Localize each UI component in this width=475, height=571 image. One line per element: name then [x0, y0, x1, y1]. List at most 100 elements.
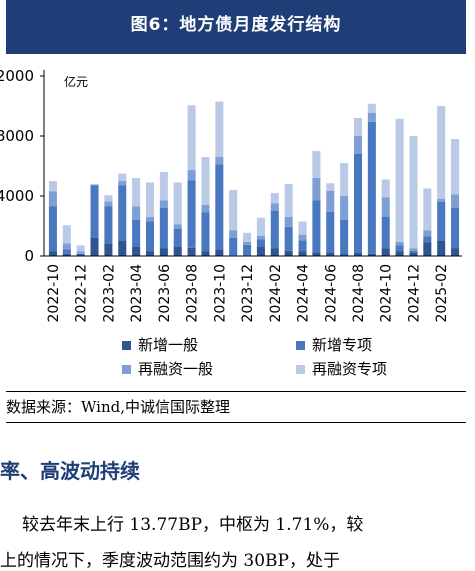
bar-2024-03-series-2 — [284, 217, 293, 227]
bar-2024-12-series-0 — [409, 253, 418, 256]
bar-2022-12-series-3 — [76, 245, 85, 252]
bar-2023-05-series-2 — [145, 217, 155, 222]
stacked-bar-chart: 0 4000 8000 12000 亿元 2022-10 2022-12 2023-02 202… — [0, 67, 462, 378]
bar-2024-05-series-2 — [312, 178, 321, 201]
y-tick-label: 12000 — [0, 67, 34, 85]
bar-2024-02-series-0 — [270, 248, 279, 256]
bar-2023-12-series-2 — [243, 241, 252, 245]
bar-2022-11-series-3 — [62, 225, 71, 244]
body-paragraph-line-1: 较去年末上行 13.77BP，中枢为 1.71%，较 — [22, 515, 364, 535]
x-tick-label: 2024-02 — [268, 264, 284, 323]
bar-2024-05-series-3 — [312, 151, 321, 178]
bar-2023-03-series-0 — [118, 241, 127, 256]
x-tick-label: 2023-12 — [240, 264, 256, 323]
bar-2023-06-series-2 — [159, 200, 168, 208]
x-tick-label: 2024-10 — [379, 264, 395, 323]
bar-2024-07-series-2 — [340, 196, 349, 220]
x-tick-label: 2023-02 — [101, 264, 117, 323]
bar-2024-11-series-1 — [395, 245, 404, 252]
bar-2023-05-series-0 — [145, 251, 155, 256]
bar-2024-05-series-0 — [312, 253, 321, 256]
bar-2023-09-series-2 — [201, 205, 210, 213]
bar-2023-08-series-3 — [187, 105, 196, 170]
bar-2023-03-series-2 — [118, 181, 127, 186]
bar-2023-08-series-2 — [187, 169, 196, 181]
bar-2023-08-series-1 — [187, 180, 196, 248]
legend-swatch — [122, 341, 131, 350]
bar-2024-09-series-3 — [367, 103, 376, 113]
x-tick-label: 2023-04 — [129, 264, 145, 323]
bar-2022-10-series-2 — [48, 191, 57, 207]
bar-2022-12-series-0 — [76, 254, 85, 256]
legend-label: 再融资一般 — [138, 360, 213, 378]
bar-2023-09-series-1 — [201, 212, 210, 252]
bar-2024-07-series-1 — [340, 220, 349, 255]
bar-2023-09-series-3 — [201, 157, 210, 205]
bar-2023-01-series-3 — [90, 184, 99, 185]
bar-2025-01-series-3 — [423, 188, 432, 231]
bar-2025-02-series-0 — [437, 241, 446, 256]
bar-2024-01-series-2 — [256, 235, 265, 240]
bar-2023-12-series-1 — [243, 244, 252, 256]
bar-2023-04-series-1 — [132, 220, 141, 247]
bar-2024-09-series-0 — [367, 253, 376, 256]
bar-2024-06-series-2 — [326, 190, 335, 212]
legend-label: 新增一般 — [138, 336, 198, 354]
bar-2024-10-series-0 — [381, 248, 390, 256]
bar-2023-02-series-2 — [104, 201, 113, 207]
bar-2024-11-series-2 — [395, 241, 404, 246]
bar-2025-03-series-1 — [451, 208, 460, 249]
bar-2023-10-series-3 — [215, 101, 224, 157]
bar-2024-03-series-0 — [284, 250, 293, 256]
bar-2024-04-series-2 — [298, 235, 307, 241]
y-tick-label: 0 — [24, 247, 34, 265]
bar-2024-07-series-0 — [340, 254, 349, 256]
bar-2023-07-series-3 — [173, 182, 182, 225]
bar-2023-08-series-0 — [187, 247, 196, 256]
bar-2022-11-series-2 — [62, 243, 71, 250]
x-tick-label: 2022-10 — [46, 264, 62, 323]
bar-2024-11-series-0 — [395, 251, 404, 256]
bar-2023-11-series-2 — [229, 230, 238, 238]
bar-2023-07-series-1 — [173, 229, 182, 247]
legend-swatch — [296, 341, 305, 350]
bar-2023-04-series-3 — [132, 178, 141, 207]
bar-2024-04-series-0 — [298, 251, 307, 256]
bar-2024-09-series-2 — [367, 112, 376, 122]
bar-2024-03-series-3 — [284, 184, 293, 217]
bar-2024-05-series-1 — [312, 200, 321, 253]
figure-header: 图6：地方债月度发行结构 — [6, 0, 466, 54]
x-tick-label: 2023-10 — [212, 264, 228, 323]
bar-2024-08-series-1 — [353, 154, 363, 253]
x-tick-label: 2023-06 — [157, 264, 173, 323]
bar-2023-02-series-3 — [104, 195, 113, 202]
bar-2024-11-series-3 — [395, 118, 404, 242]
bar-2022-11-series-0 — [62, 253, 71, 256]
figure-title: 图6：地方债月度发行结构 — [130, 15, 342, 35]
bar-2025-01-series-2 — [423, 230, 432, 237]
legend-label: 再融资专项 — [312, 360, 387, 378]
bar-2023-09-series-0 — [201, 251, 210, 256]
bar-2024-01-series-0 — [256, 247, 265, 256]
bar-2022-10-series-3 — [48, 181, 57, 192]
bar-2024-12-series-1 — [409, 250, 418, 253]
bar-2024-10-series-1 — [381, 217, 390, 249]
y-tick-label: 8000 — [0, 127, 34, 145]
bar-2025-03-series-0 — [451, 248, 460, 256]
bar-2024-03-series-1 — [284, 226, 293, 251]
bar-2023-05-series-1 — [145, 221, 155, 252]
bar-2023-01-series-2 — [90, 184, 99, 186]
bar-2022-12-series-2 — [76, 251, 85, 254]
bar-2024-08-series-3 — [353, 118, 363, 136]
bar-2024-12-series-3 — [409, 136, 418, 249]
section-title: 率、高波动持续 — [0, 459, 140, 483]
bar-2025-02-series-3 — [437, 106, 446, 199]
bar-2024-01-series-3 — [256, 217, 265, 236]
bar-2023-03-series-3 — [118, 173, 127, 181]
source-divider-top — [6, 391, 466, 392]
data-source: 数据来源：Wind,中诚信国际整理 — [6, 398, 230, 416]
bar-2025-03-series-3 — [451, 139, 460, 195]
bar-2023-04-series-0 — [132, 247, 141, 256]
legend-swatch — [122, 365, 131, 374]
bar-2024-10-series-3 — [381, 179, 390, 198]
